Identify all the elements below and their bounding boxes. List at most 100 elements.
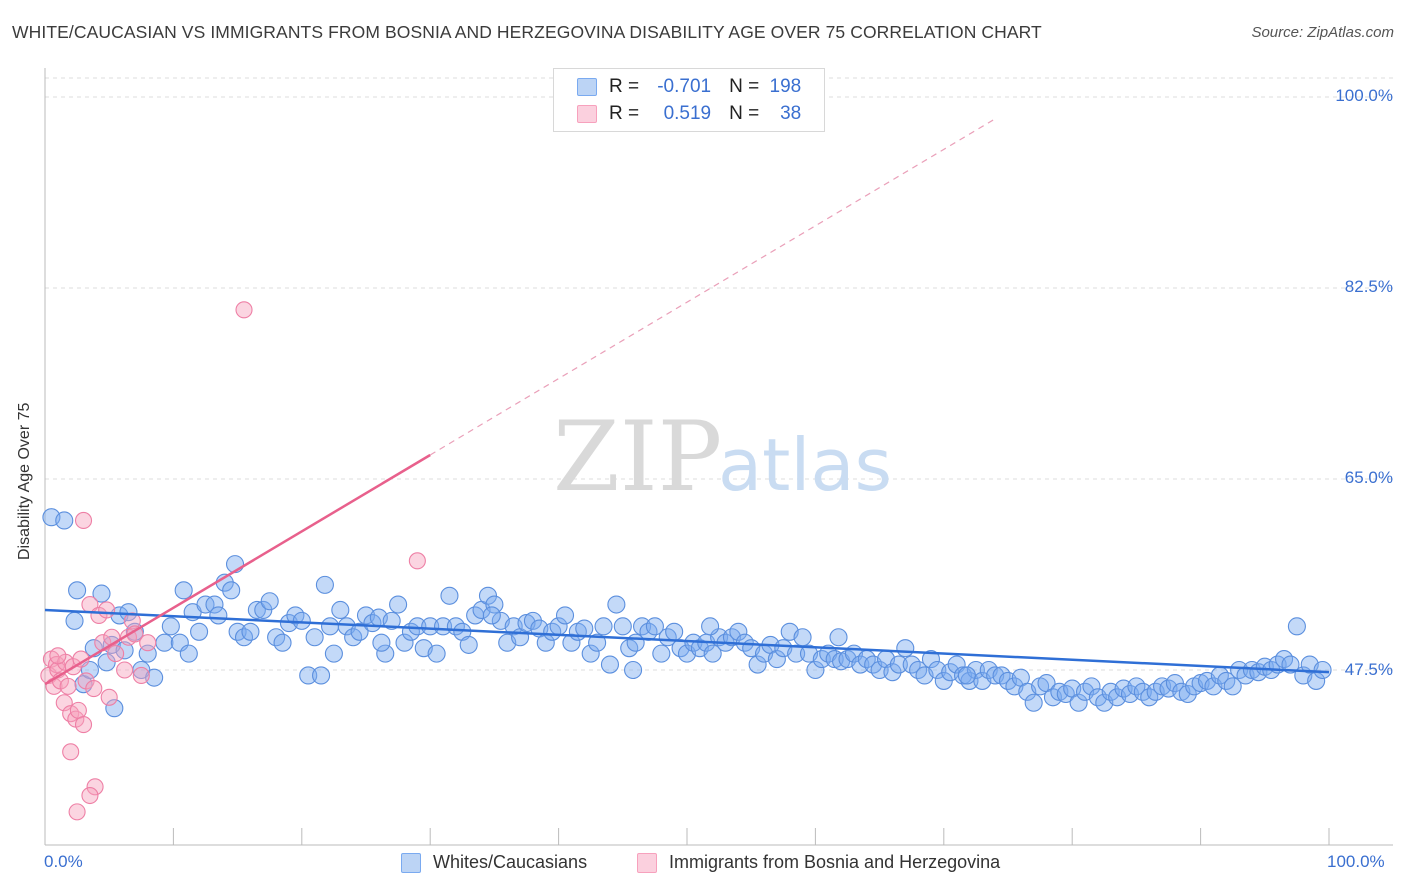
data-point-whites — [1024, 693, 1043, 712]
data-point-whites — [105, 699, 124, 718]
data-point-whites — [115, 641, 134, 660]
data-point-whites — [408, 617, 427, 636]
data-point-bosnia — [126, 625, 144, 643]
legend-r-label: R = — [609, 76, 640, 97]
y-tick-label: 100.0% — [1335, 86, 1393, 105]
data-point-whites — [523, 611, 542, 630]
data-point-whites — [793, 628, 812, 647]
data-point-whites — [575, 619, 594, 638]
data-point-whites — [607, 595, 626, 614]
data-point-bosnia — [62, 743, 80, 761]
x-tick-label-left: 0.0% — [44, 852, 83, 871]
legend-swatch-whites — [577, 78, 597, 96]
data-point-whites — [482, 606, 501, 625]
data-point-bosnia — [86, 778, 104, 796]
axes — [44, 68, 1393, 846]
data-point-whites — [161, 617, 180, 636]
data-point-whites — [305, 628, 324, 647]
data-point-whites — [588, 633, 607, 652]
data-point-whites — [395, 633, 414, 652]
data-point-whites — [97, 653, 116, 672]
data-point-whites — [247, 600, 266, 620]
data-point-whites — [1069, 693, 1088, 712]
data-point-whites — [376, 644, 395, 663]
data-point-bosnia — [59, 677, 77, 695]
source-note: Source: ZipAtlas.com — [1251, 24, 1394, 41]
data-point-whites — [767, 650, 786, 669]
data-point-whites — [594, 617, 613, 636]
data-point-whites — [179, 644, 198, 663]
legend-row-bosnia: R = 0.519 N = 38 — [554, 101, 801, 127]
data-point-bosnia — [85, 680, 103, 698]
data-point-bosnia — [49, 647, 67, 665]
data-point-whites — [320, 617, 340, 636]
legend-label-bosnia: Immigrants from Bosnia and Herzegovina — [669, 852, 1001, 872]
data-point-whites — [645, 617, 664, 636]
data-point-whites — [421, 617, 440, 636]
data-point-whites — [652, 644, 671, 663]
data-point-whites — [372, 633, 391, 652]
stats-legend: R = -0.701 N = 198 R = 0.519 N = 38 — [553, 68, 825, 132]
watermark-atlas: atlas — [718, 423, 892, 507]
series-whites — [42, 508, 1332, 718]
data-point-bosnia — [100, 688, 118, 706]
data-point-bosnia — [116, 661, 134, 679]
data-point-bosnia — [408, 552, 426, 570]
data-point-whites — [222, 581, 241, 600]
series-legend: Whites/Caucasians Immigrants from Bosnia… — [0, 852, 1406, 878]
data-point-bosnia — [68, 803, 86, 821]
chart-title: WHITE/CAUCASIAN VS IMMIGRANTS FROM BOSNI… — [12, 22, 1042, 42]
legend-label-whites: Whites/Caucasians — [433, 852, 588, 872]
data-point-bosnia — [103, 628, 121, 646]
data-point-bosnia — [69, 701, 87, 719]
data-point-whites — [241, 622, 260, 641]
data-point-whites — [68, 581, 87, 600]
data-point-whites — [1082, 677, 1101, 696]
y-tick-label: 47.5% — [1344, 660, 1393, 679]
data-point-bosnia — [132, 666, 150, 685]
data-point-whites — [665, 622, 684, 641]
legend-row-whites: R = -0.701 N = 198 — [554, 74, 801, 100]
legend-swatch-whites — [401, 852, 421, 873]
data-point-whites — [205, 595, 224, 614]
data-point-whites — [55, 511, 74, 530]
data-point-bosnia — [98, 601, 116, 619]
legend-item-whites: Whites/Caucasians — [401, 852, 587, 873]
legend-r-value: -0.701 — [657, 76, 712, 97]
legend-n-value: 198 — [769, 76, 802, 97]
legend-n-label: N = — [729, 103, 760, 124]
y-tick-label: 65.0% — [1344, 468, 1393, 487]
data-point-whites — [1287, 617, 1306, 636]
trend-lines — [44, 118, 1330, 686]
y-axis-label: Disability Age Over 75 — [16, 402, 33, 560]
legend-n-value: 38 — [780, 103, 802, 124]
data-point-whites — [315, 575, 334, 594]
data-point-whites — [382, 611, 401, 630]
gridlines — [45, 77, 1393, 671]
data-point-whites — [155, 633, 174, 652]
data-point-whites — [896, 639, 915, 658]
data-point-whites — [748, 655, 767, 674]
data-point-whites — [1178, 684, 1197, 704]
data-point-bosnia — [107, 645, 125, 663]
data-point-whites — [806, 660, 825, 680]
data-point-whites — [600, 655, 620, 674]
legend-r-label: R = — [609, 103, 640, 124]
data-point-bosnia — [81, 786, 99, 805]
data-point-bosnia — [123, 612, 141, 630]
legend-r-value: 0.519 — [663, 103, 712, 124]
data-point-whites — [555, 606, 575, 625]
data-point-whites — [312, 666, 331, 685]
data-point-whites — [459, 635, 478, 654]
legend-swatch-bosnia — [577, 105, 597, 123]
data-point-whites — [883, 663, 902, 682]
data-point-whites — [174, 581, 193, 600]
trend-line-whites — [44, 608, 1330, 674]
data-point-whites — [427, 644, 446, 663]
data-point-whites — [966, 660, 985, 680]
data-point-whites — [613, 617, 632, 636]
data-point-whites — [92, 584, 111, 603]
data-point-bosnia — [74, 716, 93, 734]
watermark-zip: ZIP — [553, 401, 722, 513]
